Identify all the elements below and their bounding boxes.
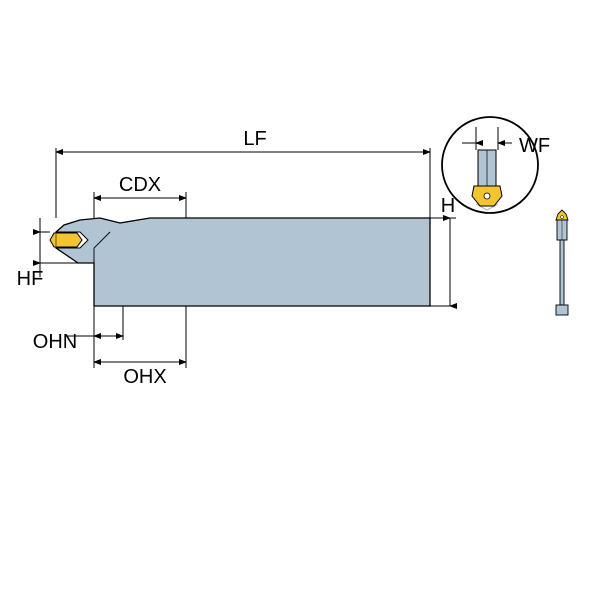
label-cdx: CDX bbox=[119, 174, 161, 196]
label-ohn: OHN bbox=[33, 331, 77, 353]
label-ohx: OHX bbox=[123, 366, 166, 388]
label-lf: LF bbox=[243, 128, 266, 150]
label-hf: HF bbox=[17, 268, 44, 290]
dimension-lf: LF bbox=[56, 128, 430, 218]
detail-view: WF bbox=[442, 117, 550, 213]
dimension-h: H bbox=[430, 195, 456, 306]
cutting-insert bbox=[50, 233, 82, 247]
tool-body bbox=[56, 218, 430, 306]
label-wf: WF bbox=[519, 135, 550, 157]
technical-diagram: LF CDX HF H OHN OHX bbox=[0, 0, 600, 600]
label-h: H bbox=[441, 195, 455, 217]
dimension-cdx: CDX bbox=[94, 174, 186, 218]
side-view-tool bbox=[556, 210, 568, 315]
dimension-ohx: OHX bbox=[94, 306, 186, 388]
dimension-ohn: OHN bbox=[33, 306, 123, 368]
